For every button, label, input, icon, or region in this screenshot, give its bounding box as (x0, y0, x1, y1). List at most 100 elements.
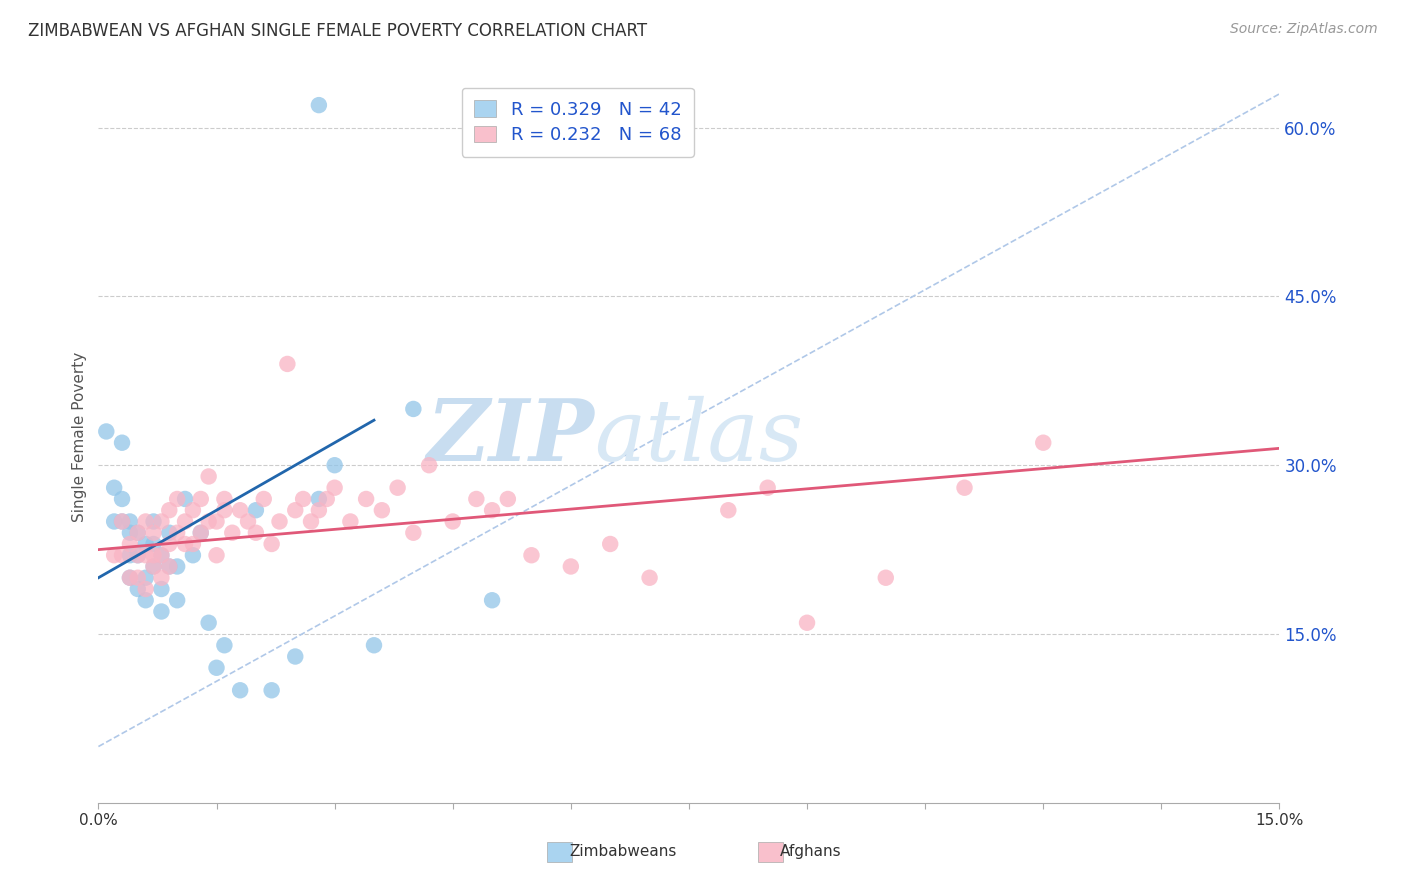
Point (284, 503, 307, 517)
Point (111, 435, 134, 450)
Point (520, 548, 543, 562)
Point (174, 491, 197, 506)
Point (157, 503, 180, 517)
Point (402, 525, 425, 540)
Point (127, 548, 149, 562)
Point (96, 425, 118, 439)
Point (756, 481, 779, 495)
FancyBboxPatch shape (547, 842, 572, 862)
Point (599, 537, 621, 551)
Point (111, 515, 134, 529)
Legend: R = 0.329   N = 42, R = 0.232   N = 68: R = 0.329 N = 42, R = 0.232 N = 68 (461, 87, 695, 157)
Text: Afghans: Afghans (780, 845, 842, 859)
Point (135, 515, 157, 529)
Point (135, 548, 157, 562)
Point (111, 548, 134, 562)
Point (339, 515, 361, 529)
Point (205, 661, 228, 675)
Point (150, 515, 173, 529)
Point (142, 515, 165, 529)
Point (402, 401, 425, 416)
Point (118, 525, 141, 540)
Text: Zimbabweans: Zimbabweans (569, 845, 676, 859)
Point (371, 503, 394, 517)
Point (150, 582, 173, 596)
Text: atlas: atlas (595, 396, 804, 478)
Point (118, 571, 141, 585)
Point (245, 503, 267, 517)
Point (166, 525, 188, 540)
Point (111, 515, 134, 529)
Text: ZIMBABWEAN VS AFGHAN SINGLE FEMALE POVERTY CORRELATION CHART: ZIMBABWEAN VS AFGHAN SINGLE FEMALE POVER… (28, 22, 647, 40)
Point (717, 503, 740, 517)
FancyBboxPatch shape (758, 842, 783, 862)
Point (299, 515, 322, 529)
Point (135, 571, 157, 585)
Point (308, 491, 330, 506)
Point (127, 525, 149, 540)
Point (127, 571, 149, 585)
Point (111, 491, 134, 506)
Point (142, 525, 165, 540)
Point (481, 593, 503, 607)
Point (441, 515, 464, 529)
Point (142, 559, 165, 574)
Point (150, 571, 173, 585)
Point (1032, 435, 1054, 450)
Point (174, 515, 197, 529)
Text: Source: ZipAtlas.com: Source: ZipAtlas.com (1230, 22, 1378, 37)
Point (118, 537, 141, 551)
Point (118, 571, 141, 585)
Point (269, 515, 291, 529)
Point (236, 515, 259, 529)
Point (150, 605, 173, 619)
Point (166, 559, 188, 574)
Point (181, 537, 204, 551)
Point (142, 537, 165, 551)
Point (103, 481, 125, 495)
Point (142, 548, 165, 562)
Point (363, 638, 385, 652)
Point (260, 683, 283, 698)
Y-axis label: Single Female Poverty: Single Female Poverty (72, 352, 87, 522)
Point (354, 491, 377, 506)
Point (103, 548, 125, 562)
Point (181, 548, 204, 562)
Point (560, 559, 582, 574)
Point (481, 503, 503, 517)
Point (221, 525, 243, 540)
Point (205, 515, 228, 529)
Point (276, 357, 298, 371)
Point (135, 582, 157, 596)
Point (190, 491, 212, 506)
Point (260, 537, 283, 551)
Point (118, 515, 141, 529)
Point (190, 525, 212, 540)
Point (387, 481, 409, 495)
Text: ZIP: ZIP (426, 395, 595, 479)
Point (174, 537, 197, 551)
Point (875, 571, 897, 585)
Point (150, 548, 173, 562)
Point (284, 649, 307, 664)
Point (127, 582, 149, 596)
Point (197, 469, 219, 483)
Point (465, 491, 488, 506)
Point (157, 537, 180, 551)
Point (181, 503, 204, 517)
Point (253, 491, 276, 506)
Point (496, 491, 519, 506)
Point (323, 481, 346, 495)
Point (197, 615, 219, 630)
Point (214, 638, 236, 652)
Point (166, 491, 188, 506)
Point (638, 571, 661, 585)
Point (150, 548, 173, 562)
Point (229, 683, 252, 698)
Point (127, 525, 149, 540)
Point (157, 525, 180, 540)
Point (214, 491, 236, 506)
Point (292, 491, 315, 506)
Point (315, 491, 337, 506)
Point (229, 503, 252, 517)
